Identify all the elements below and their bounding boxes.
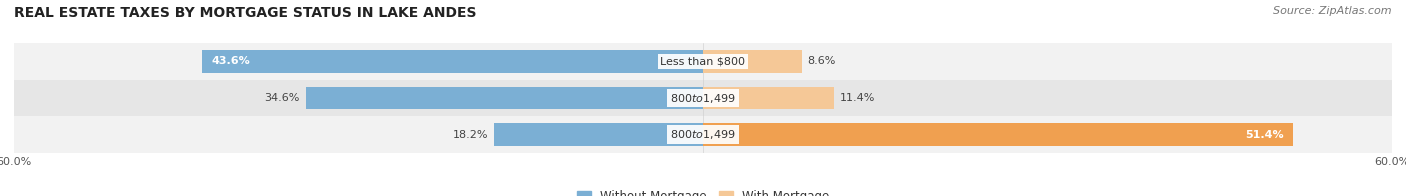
Bar <box>202 50 703 73</box>
Text: 43.6%: 43.6% <box>211 56 250 66</box>
Text: REAL ESTATE TAXES BY MORTGAGE STATUS IN LAKE ANDES: REAL ESTATE TAXES BY MORTGAGE STATUS IN … <box>14 6 477 20</box>
Text: 8.6%: 8.6% <box>807 56 835 66</box>
Text: $800 to $1,499: $800 to $1,499 <box>671 128 735 141</box>
Bar <box>703 123 1294 146</box>
Text: 34.6%: 34.6% <box>264 93 299 103</box>
Text: $800 to $1,499: $800 to $1,499 <box>671 92 735 104</box>
Text: 11.4%: 11.4% <box>839 93 875 103</box>
Text: Less than $800: Less than $800 <box>661 56 745 66</box>
Bar <box>14 43 1392 80</box>
Bar <box>703 50 801 73</box>
Bar <box>305 87 703 109</box>
Bar <box>14 80 1392 116</box>
Text: Source: ZipAtlas.com: Source: ZipAtlas.com <box>1274 6 1392 16</box>
Legend: Without Mortgage, With Mortgage: Without Mortgage, With Mortgage <box>572 185 834 196</box>
Text: 18.2%: 18.2% <box>453 130 488 140</box>
Bar <box>494 123 703 146</box>
Bar <box>703 87 834 109</box>
Text: 51.4%: 51.4% <box>1246 130 1284 140</box>
Bar <box>14 116 1392 153</box>
